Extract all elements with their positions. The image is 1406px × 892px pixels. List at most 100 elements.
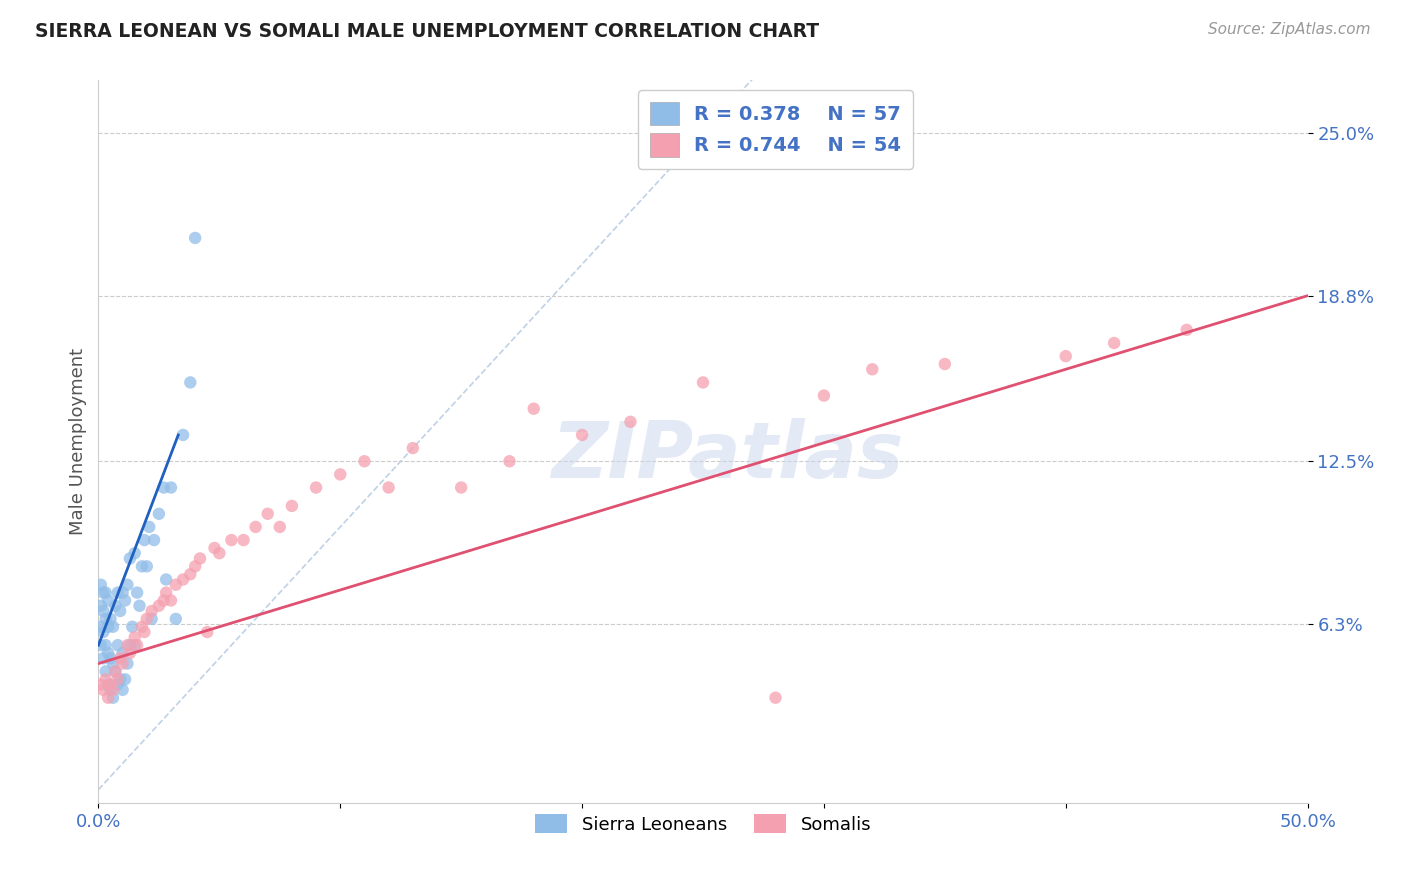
Point	[1054, 349, 1077, 363]
Point	[152, 481, 174, 495]
Point	[94, 665, 117, 679]
Point	[172, 573, 194, 587]
Point	[127, 585, 149, 599]
Point	[94, 612, 117, 626]
Point	[91, 625, 114, 640]
Point	[141, 612, 163, 626]
Point	[107, 638, 129, 652]
Point	[107, 585, 129, 599]
Point	[232, 533, 254, 547]
Point	[101, 682, 124, 697]
Point	[155, 573, 177, 587]
Point	[117, 657, 139, 671]
Point	[619, 415, 641, 429]
Point	[353, 454, 375, 468]
Legend: Sierra Leoneans, Somalis: Sierra Leoneans, Somalis	[527, 807, 879, 841]
Point	[571, 428, 593, 442]
Point	[148, 507, 170, 521]
Point	[692, 376, 714, 390]
Point	[165, 612, 187, 626]
Point	[91, 682, 114, 697]
Point	[118, 646, 141, 660]
Point	[104, 599, 127, 613]
Point	[128, 599, 150, 613]
Point	[160, 593, 183, 607]
Point	[121, 620, 143, 634]
Point	[94, 585, 117, 599]
Point	[141, 604, 163, 618]
Point	[523, 401, 546, 416]
Point	[148, 599, 170, 613]
Point	[101, 690, 124, 705]
Point	[143, 533, 166, 547]
Point	[100, 612, 122, 626]
Point	[765, 690, 787, 705]
Point	[104, 665, 127, 679]
Point	[100, 682, 122, 697]
Point	[124, 546, 146, 560]
Point	[111, 646, 134, 660]
Point	[111, 657, 134, 671]
Point	[402, 441, 425, 455]
Point	[111, 585, 134, 599]
Point	[208, 546, 231, 560]
Point	[245, 520, 267, 534]
Point	[90, 620, 112, 634]
Point	[118, 551, 141, 566]
Point	[184, 559, 207, 574]
Point	[117, 578, 139, 592]
Point	[152, 593, 174, 607]
Point	[134, 625, 156, 640]
Point	[101, 657, 124, 671]
Point	[165, 578, 187, 592]
Point	[101, 620, 124, 634]
Point	[329, 467, 352, 482]
Point	[127, 638, 149, 652]
Point	[179, 567, 201, 582]
Point	[131, 620, 153, 634]
Point	[131, 559, 153, 574]
Point	[107, 673, 129, 687]
Point	[90, 599, 112, 613]
Point	[97, 690, 120, 705]
Point	[256, 507, 278, 521]
Point	[281, 499, 304, 513]
Point	[100, 677, 122, 691]
Point	[221, 533, 243, 547]
Point	[135, 612, 157, 626]
Point	[934, 357, 956, 371]
Point	[108, 651, 131, 665]
Point	[104, 665, 127, 679]
Point	[114, 673, 136, 687]
Point	[172, 428, 194, 442]
Point	[138, 520, 160, 534]
Point	[91, 651, 114, 665]
Point	[195, 625, 218, 640]
Point	[124, 630, 146, 644]
Point	[305, 481, 328, 495]
Point	[135, 559, 157, 574]
Point	[450, 481, 472, 495]
Point	[107, 677, 129, 691]
Point	[94, 673, 117, 687]
Point	[188, 551, 211, 566]
Point	[813, 388, 835, 402]
Point	[155, 585, 177, 599]
Point	[90, 578, 112, 592]
Text: ZIPatlas: ZIPatlas	[551, 418, 903, 494]
Point	[100, 651, 122, 665]
Point	[97, 646, 120, 660]
Point	[204, 541, 226, 555]
Point	[97, 593, 120, 607]
Point	[108, 604, 131, 618]
Point	[94, 638, 117, 652]
Point	[97, 677, 120, 691]
Point	[134, 533, 156, 547]
Point	[184, 231, 207, 245]
Text: SIERRA LEONEAN VS SOMALI MALE UNEMPLOYMENT CORRELATION CHART: SIERRA LEONEAN VS SOMALI MALE UNEMPLOYME…	[35, 22, 820, 41]
Y-axis label: Male Unemployment: Male Unemployment	[69, 348, 87, 535]
Point	[114, 593, 136, 607]
Point	[179, 376, 201, 390]
Point	[117, 638, 139, 652]
Point	[269, 520, 291, 534]
